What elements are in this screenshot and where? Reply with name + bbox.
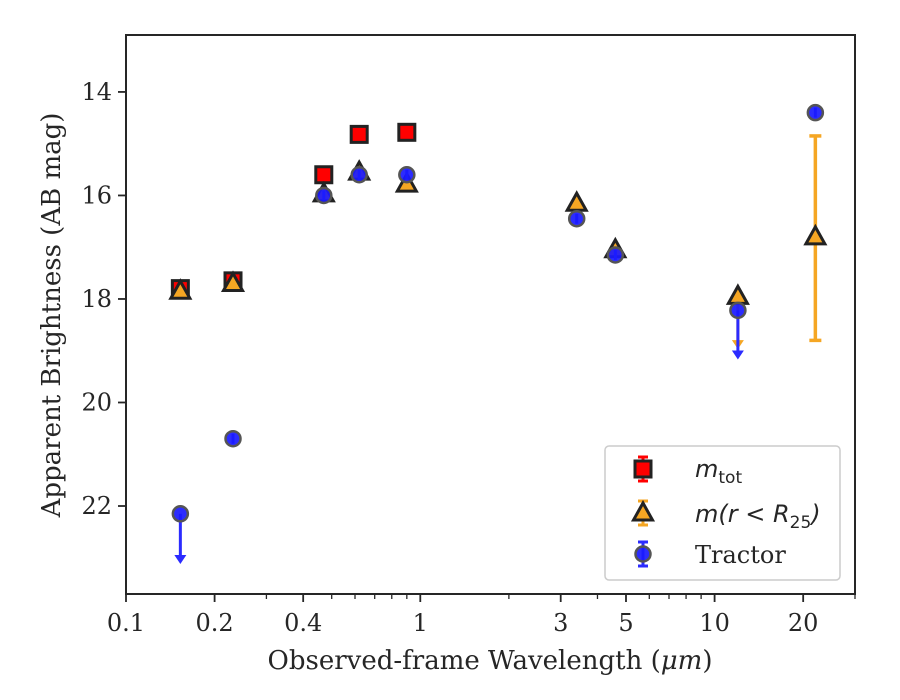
data-point <box>314 165 334 185</box>
data-point <box>315 186 333 205</box>
plot-frame <box>125 34 856 595</box>
y-tick-label: 14 <box>81 78 112 106</box>
axis-ticks: 0.1 0.2 0.4 1 3 5 10 20 14 16 18 20 22 <box>81 78 856 637</box>
data-point <box>806 103 825 122</box>
x-axis-label: Observed-frame Wavelength (μm) <box>268 646 713 676</box>
data-point <box>567 209 586 228</box>
data-marks <box>168 103 828 564</box>
data-point <box>350 166 368 184</box>
y-tick-label: 18 <box>81 285 112 313</box>
x-tick-label: 1 <box>413 609 428 637</box>
data-point <box>729 301 747 320</box>
y-tick-label: 22 <box>81 492 112 520</box>
x-tick-label: 0.2 <box>196 609 234 637</box>
x-tick-label: 20 <box>788 609 819 637</box>
data-point <box>398 166 416 184</box>
data-point <box>224 429 242 448</box>
data-point <box>803 223 828 246</box>
data-point <box>397 122 417 142</box>
x-tick-label: 3 <box>553 609 568 637</box>
x-tick-label: 0.4 <box>284 609 322 637</box>
legend-frame <box>604 445 841 581</box>
legend-marker-tractor <box>634 545 652 563</box>
legend: mtot m(r < R25) Tractor <box>604 445 841 581</box>
series-tractor <box>171 103 825 564</box>
data-point <box>171 505 190 523</box>
data-point <box>349 124 369 144</box>
data-point <box>220 270 246 292</box>
legend-marker-mtot <box>633 459 653 479</box>
legend-entry-mr25: m(r < R25) <box>695 500 821 533</box>
legend-marker-mr25 <box>630 499 656 522</box>
upper-limit-arrow <box>731 350 744 360</box>
y-tick-label: 16 <box>81 181 112 209</box>
legend-keys <box>630 455 656 568</box>
x-tick-label: 10 <box>699 609 730 637</box>
legend-entry-tractor: Tractor <box>695 541 786 569</box>
data-point <box>606 246 625 264</box>
x-tick-label: 5 <box>618 609 633 637</box>
x-tick-label: 0.1 <box>107 609 145 637</box>
upper-limit-arrow <box>174 554 187 564</box>
data-point <box>168 278 193 300</box>
legend-entry-mtot: mtot <box>695 455 742 488</box>
y-tick-label: 20 <box>81 388 112 416</box>
y-axis-label: Apparent Brightness (AB mag) <box>37 113 67 519</box>
